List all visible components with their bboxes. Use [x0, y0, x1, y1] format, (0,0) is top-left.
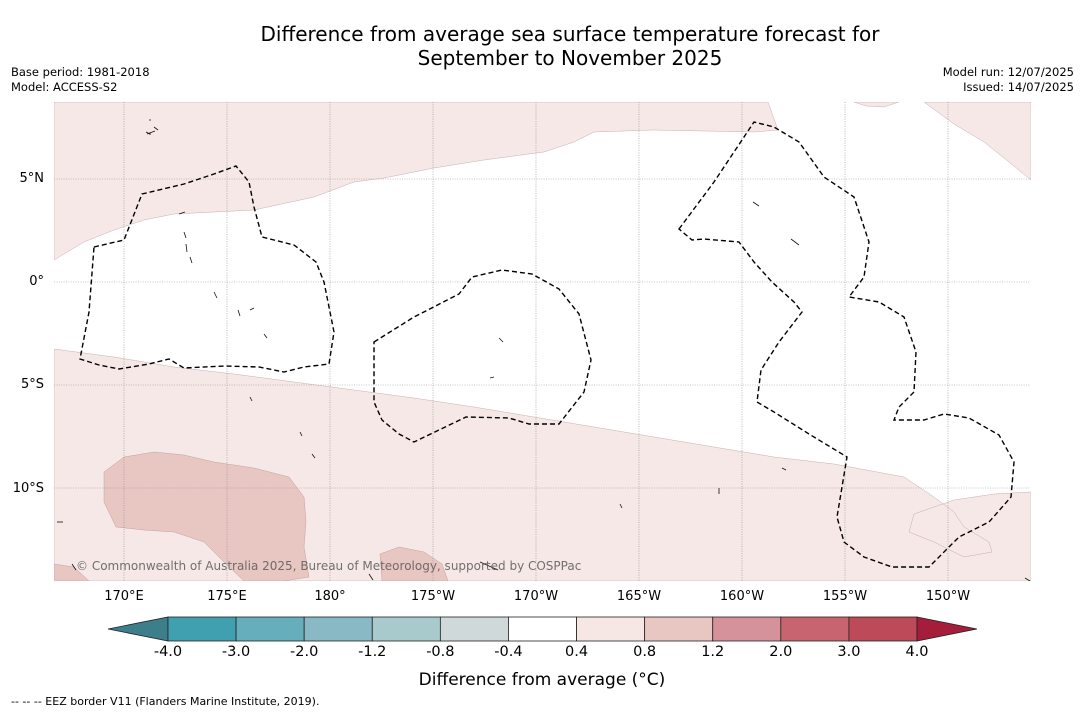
colorbar-tick-label: 0.4	[565, 644, 589, 660]
lat-label-5n: 5°N	[19, 171, 45, 186]
lon-label-170w: 170°W	[513, 589, 559, 604]
colorbar-tick-label: -2.0	[290, 644, 319, 660]
island	[71, 563, 77, 571]
island	[213, 291, 268, 339]
anomaly-region-north-east-small	[853, 102, 900, 108]
lon-label-175w: 175°W	[410, 589, 456, 604]
colorbar-over-arrow	[916, 616, 978, 642]
island	[249, 396, 253, 402]
colorbar-tick-label: 0.8	[633, 644, 657, 660]
colorbar-bins	[167, 616, 918, 642]
islands	[57, 119, 1031, 581]
lon-label-155w: 155°W	[822, 589, 868, 604]
island	[299, 431, 316, 459]
lon-label-175e: 175°E	[207, 589, 247, 604]
colorbar-tick-label: -0.4	[494, 644, 523, 660]
colorbar-bin	[235, 616, 305, 642]
eez-border-kiribati-gilbert	[79, 165, 335, 373]
lat-label-10s: 10°S	[12, 481, 44, 496]
colorbar-tick-label: -4.0	[153, 644, 183, 660]
anomaly-region-medium-south	[379, 546, 449, 581]
island	[619, 503, 623, 509]
colorbar-tick-label: 4.0	[905, 644, 929, 660]
colorbar-bin	[780, 616, 850, 642]
colorbar-title: Difference from average (°C)	[418, 670, 666, 690]
meta-left: Base period: 1981-2018 Model: ACCESS-S2	[11, 65, 150, 95]
map-title: Difference from average sea surface temp…	[170, 22, 970, 70]
lat-label-0: 0°	[29, 274, 44, 289]
island	[1024, 577, 1031, 581]
lat-label-5s: 5°S	[20, 377, 44, 392]
island	[183, 231, 193, 264]
title-line-2: September to November 2025	[417, 46, 723, 70]
colorbar-tick-label: -1.2	[358, 644, 387, 660]
colorbar	[108, 616, 978, 642]
island	[149, 119, 159, 131]
title-line-1: Difference from average sea surface temp…	[260, 22, 880, 46]
island	[146, 130, 156, 135]
sst-anomaly-map	[54, 102, 1031, 581]
colorbar-under-arrow	[108, 616, 169, 642]
colorbar-bin	[508, 616, 577, 642]
meta-right: Model run: 12/07/2025 Issued: 14/07/2025	[943, 65, 1074, 95]
eez-border-howland-baker	[373, 269, 592, 443]
anomaly-region-medium-corner	[54, 563, 90, 581]
colorbar-tick-label: 3.0	[837, 644, 861, 660]
anomaly-region-north-east	[923, 102, 1031, 181]
eez-borders	[79, 121, 1015, 568]
lon-label-170e: 170°E	[104, 589, 144, 604]
base-period: Base period: 1981-2018	[11, 65, 150, 79]
colorbar-bin	[576, 616, 646, 642]
copyright-notice: © Commonwealth of Australia 2025, Bureau…	[76, 559, 582, 573]
lon-label-150w: 150°W	[925, 589, 971, 604]
lon-label-180: 180°	[314, 589, 346, 604]
island	[178, 211, 186, 215]
island	[498, 337, 504, 343]
lon-label-160w: 160°W	[719, 589, 765, 604]
anomaly-region-medium-west	[103, 451, 310, 581]
colorbar-bin	[848, 616, 918, 642]
model-run: Model run: 12/07/2025	[942, 65, 1074, 79]
anomaly-region-north-west	[54, 102, 779, 261]
colorbar-tick-label: 1.2	[701, 644, 725, 660]
island	[479, 561, 499, 571]
colorbar-bin	[167, 616, 237, 642]
island	[752, 201, 760, 207]
island	[489, 376, 495, 379]
eez-legend-note: -- -- -- EEZ border V11 (Flanders Marine…	[11, 695, 320, 708]
lon-label-165w: 165°W	[616, 589, 662, 604]
model-name: Model: ACCESS-S2	[11, 80, 118, 94]
colorbar-tick-label: 2.0	[769, 644, 793, 660]
colorbar-bin	[303, 616, 373, 642]
graticule	[54, 102, 1031, 581]
colorbar-tick-label: -0.8	[426, 644, 455, 660]
island	[368, 573, 374, 581]
issued-date: Issued: 14/07/2025	[963, 80, 1074, 94]
colorbar-tick-label: -3.0	[221, 644, 251, 660]
eez-border-kiribati-line	[678, 121, 1015, 568]
island	[790, 238, 800, 246]
island	[781, 467, 787, 471]
colorbar-bin	[644, 616, 714, 642]
colorbar-bin	[439, 616, 509, 642]
colorbar-bin	[371, 616, 441, 642]
colorbar-bin	[712, 616, 782, 642]
